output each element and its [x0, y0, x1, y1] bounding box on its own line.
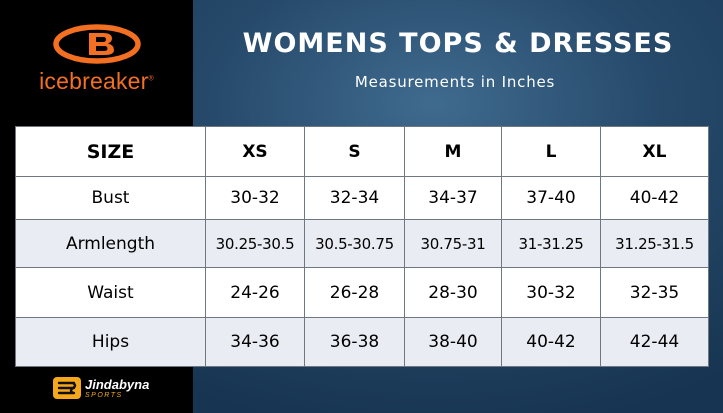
jindabyna-sports-logo: Jindabyna SPORTS: [52, 376, 149, 400]
table-cell: 40-42: [501, 317, 601, 367]
left-border-strip: [0, 126, 15, 366]
table-cell: 30-32: [205, 176, 305, 220]
footer-logo-panel: [0, 366, 193, 413]
table-cell: 30.25-30.5: [205, 219, 305, 268]
table-cell: 40-42: [600, 176, 709, 220]
row-label-waist: Waist: [15, 267, 206, 318]
column-header-size: SIZE: [15, 126, 206, 177]
column-header-l: L: [501, 126, 601, 177]
table-cell: 30-32: [501, 267, 601, 318]
column-header-xs: XS: [205, 126, 305, 177]
column-header-xl: XL: [600, 126, 709, 177]
table-row-waist: Waist 24-26 26-28 28-30 30-32 32-35: [15, 267, 709, 318]
jindabyna-sub: SPORTS: [85, 391, 123, 399]
row-label-armlength: Armlength: [15, 219, 206, 268]
table-cell: 26-28: [304, 267, 405, 318]
table-row-bust: Bust 30-32 32-34 34-37 37-40 40-42: [15, 176, 709, 220]
table-cell: 34-36: [205, 317, 305, 367]
icebreaker-wordmark: icebreaker®: [39, 68, 154, 94]
page-subtitle: Measurements in Inches: [354, 73, 556, 91]
size-chart-table: SIZE XS S M L XL Bust 30-32 32-34 34-37 …: [15, 126, 709, 367]
jindabyna-emblem-icon: [53, 377, 81, 399]
jindabyna-name: Jindabyna: [85, 376, 150, 392]
row-label-bust: Bust: [15, 176, 206, 220]
table-cell: 24-26: [205, 267, 305, 318]
table-cell: 36-38: [304, 317, 405, 367]
table-cell: 31-31.25: [501, 219, 601, 268]
icebreaker-logo: icebreaker®: [0, 0, 193, 126]
table-cell: 42-44: [600, 317, 709, 367]
table-row-armlength: Armlength 30.25-30.5 30.5-30.75 30.75-31…: [15, 219, 709, 268]
icebreaker-b-icon: [52, 24, 141, 64]
table-cell: 34-37: [404, 176, 502, 220]
column-header-s: S: [304, 126, 405, 177]
table-cell: 31.25-31.5: [600, 219, 709, 268]
table-cell: 38-40: [404, 317, 502, 367]
column-header-m: M: [404, 126, 502, 177]
table-row-hips: Hips 34-36 36-38 38-40 40-42 42-44: [15, 317, 709, 367]
table-cell: 28-30: [404, 267, 502, 318]
page-title: WOMENS TOPS & DRESSES: [242, 28, 674, 59]
table-cell: 32-35: [600, 267, 709, 318]
table-cell: 30.75-31: [404, 219, 502, 268]
header-row: SIZE XS S M L XL: [15, 126, 709, 177]
table-cell: 37-40: [501, 176, 601, 220]
table-cell: 32-34: [304, 176, 405, 220]
row-label-hips: Hips: [15, 317, 206, 367]
table-cell: 30.5-30.75: [304, 219, 405, 268]
